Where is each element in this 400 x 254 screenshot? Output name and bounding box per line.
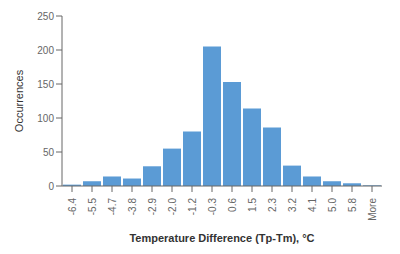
- svg-text:More: More: [367, 198, 378, 221]
- svg-text:Occurrences: Occurrences: [13, 69, 25, 132]
- svg-text:150: 150: [37, 79, 54, 90]
- svg-text:-6.4: -6.4: [67, 198, 78, 216]
- svg-text:4.1: 4.1: [307, 198, 318, 212]
- svg-text:2.3: 2.3: [267, 198, 278, 212]
- svg-text:0: 0: [48, 181, 54, 192]
- svg-text:1.5: 1.5: [247, 198, 258, 212]
- svg-text:-5.5: -5.5: [87, 198, 98, 216]
- svg-text:-2.0: -2.0: [167, 198, 178, 216]
- svg-text:50: 50: [43, 147, 55, 158]
- svg-text:-2.9: -2.9: [147, 198, 158, 216]
- svg-text:100: 100: [37, 113, 54, 124]
- svg-text:0.6: 0.6: [227, 198, 238, 212]
- svg-text:250: 250: [37, 11, 54, 22]
- svg-text:5.0: 5.0: [327, 198, 338, 212]
- svg-text:3.2: 3.2: [287, 198, 298, 212]
- svg-text:-1.2: -1.2: [187, 198, 198, 216]
- svg-text:200: 200: [37, 45, 54, 56]
- svg-text:5.8: 5.8: [347, 198, 358, 212]
- svg-text:-0.3: -0.3: [207, 198, 218, 216]
- svg-text:-4.7: -4.7: [107, 198, 118, 216]
- svg-text:-3.8: -3.8: [127, 198, 138, 216]
- svg-text:Temperature Difference (Tp-Tm): Temperature Difference (Tp-Tm), °C: [129, 232, 314, 244]
